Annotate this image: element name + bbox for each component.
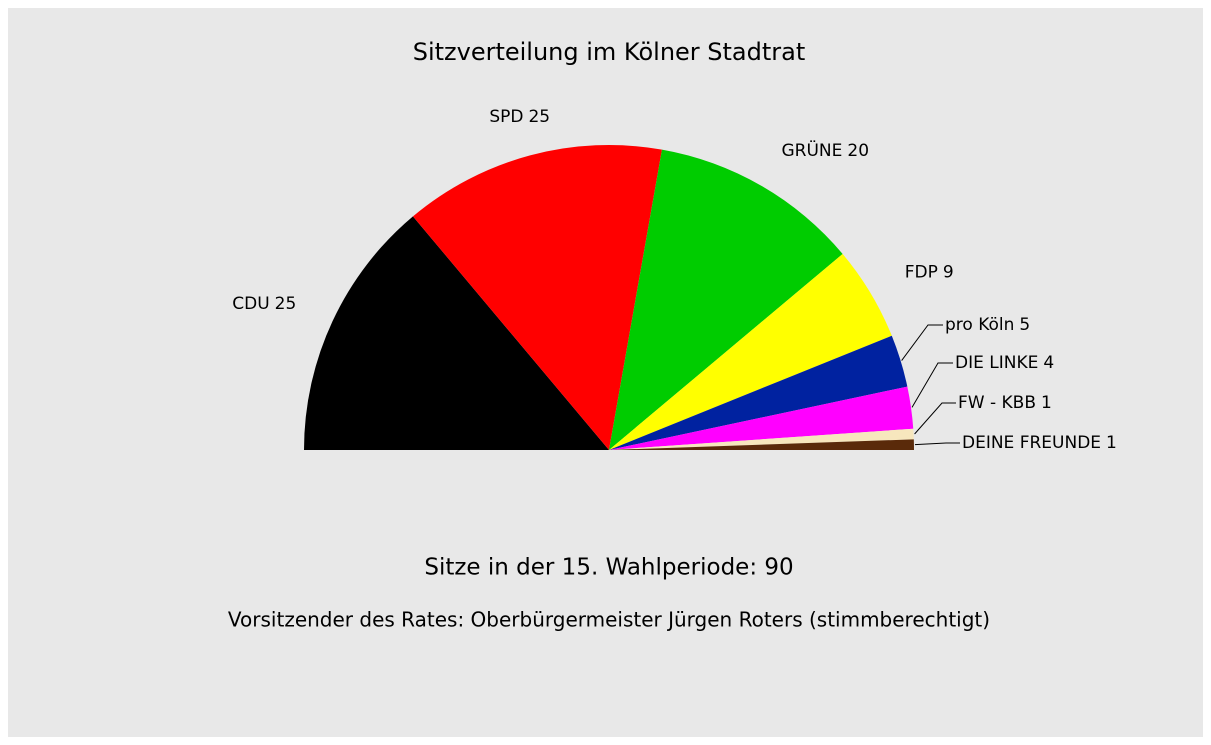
leader-line bbox=[914, 442, 960, 446]
slice-label: FW - KBB 1 bbox=[958, 393, 1052, 413]
slice bbox=[609, 386, 914, 450]
leader-line bbox=[911, 362, 953, 408]
value-label: 1 bbox=[1106, 433, 1117, 453]
category-label: pro Köln bbox=[945, 315, 1014, 335]
value-label: 9 bbox=[943, 262, 954, 282]
slice bbox=[609, 428, 914, 450]
leader-line bbox=[914, 402, 956, 435]
slice bbox=[304, 216, 609, 450]
slice-label: DEINE FREUNDE 1 bbox=[962, 433, 1117, 453]
category-label: DEINE FREUNDE bbox=[962, 433, 1101, 453]
slice-label: CDU 25 bbox=[232, 294, 296, 314]
value-label: 20 bbox=[847, 141, 869, 161]
slice bbox=[609, 335, 908, 450]
slice bbox=[609, 149, 843, 450]
subtitle: Sitze in der 15. Wahlperiode: 90 bbox=[424, 555, 793, 581]
chart-title: Sitzverteilung im Kölner Stadtrat bbox=[413, 38, 806, 66]
slice-label: FDP 9 bbox=[905, 262, 954, 282]
slice-label: pro Köln 5 bbox=[945, 315, 1030, 335]
category-label: FW - KBB bbox=[958, 393, 1036, 413]
slice bbox=[412, 145, 662, 450]
value-label: 4 bbox=[1043, 353, 1054, 373]
category-label: SPD bbox=[489, 107, 523, 127]
slice bbox=[609, 439, 914, 450]
value-label: 25 bbox=[528, 107, 550, 127]
category-label: GRÜNE bbox=[782, 139, 843, 161]
slice-label: GRÜNE 20 bbox=[782, 139, 870, 161]
slice bbox=[609, 253, 892, 450]
slice-label: SPD 25 bbox=[489, 107, 550, 127]
note: Vorsitzender des Rates: Oberbürgermeiste… bbox=[228, 608, 990, 632]
leader-line bbox=[901, 324, 943, 361]
value-label: 5 bbox=[1019, 315, 1030, 335]
category-label: CDU bbox=[232, 294, 269, 314]
value-label: 25 bbox=[275, 294, 297, 314]
value-label: 1 bbox=[1041, 393, 1052, 413]
category-label: DIE LINKE bbox=[955, 353, 1038, 373]
slice-label: DIE LINKE 4 bbox=[955, 353, 1054, 373]
category-label: FDP bbox=[905, 262, 938, 282]
